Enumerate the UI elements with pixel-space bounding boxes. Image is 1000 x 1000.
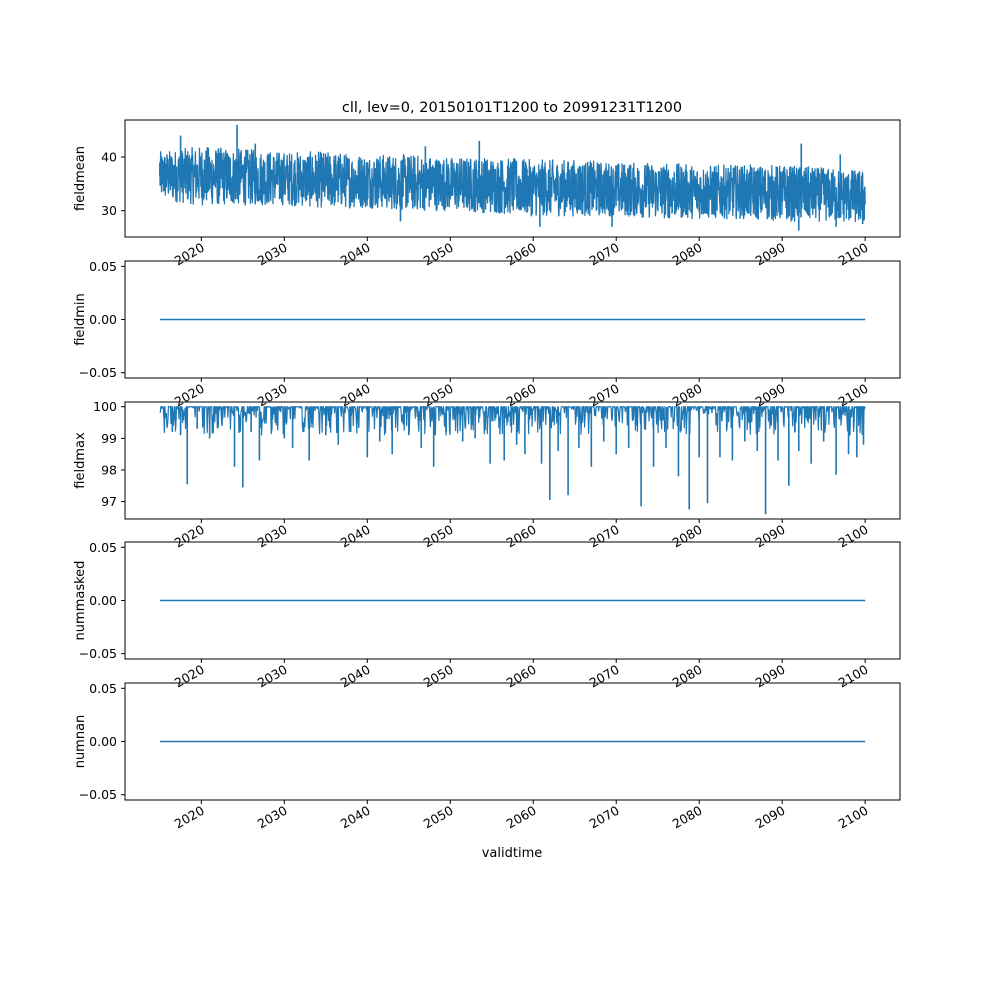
y-axis-label: numnan [73,715,88,769]
subplot-frame [124,401,901,520]
subplot-frame [124,119,901,238]
y-tick-label: 0.00 [89,593,117,608]
y-tick-label: −0.05 [79,787,117,802]
y-tick-label: 100 [93,399,117,414]
y-tick-label: 0.05 [89,681,117,696]
y-tick-label: 99 [101,431,117,446]
y-tick-label: 98 [101,462,117,477]
y-axis-label: fieldmin [73,293,88,346]
figure-title: cll, lev=0, 20150101T1200 to 20991231T12… [342,100,682,116]
y-axis-label: nummasked [73,561,88,641]
series-line [159,146,866,223]
y-tick-label: 0.05 [89,540,117,555]
y-tick-label: 97 [101,494,117,509]
x-axis-label: validtime [482,846,543,861]
subplot-data-fieldmean [159,124,866,231]
y-tick-label: −0.05 [79,646,117,661]
y-axis-label: fieldmean [73,146,88,211]
y-tick-label: 0.00 [89,312,117,327]
y-tick-label: 30 [101,203,117,218]
y-tick-label: 0.00 [89,734,117,749]
subplot-data-fieldmax [159,406,866,515]
y-axis-label: fieldmax [73,432,88,489]
y-tick-label: −0.05 [79,365,117,380]
y-tick-label: 40 [101,150,117,165]
series-line [159,406,866,436]
y-tick-label: 0.05 [89,259,117,274]
